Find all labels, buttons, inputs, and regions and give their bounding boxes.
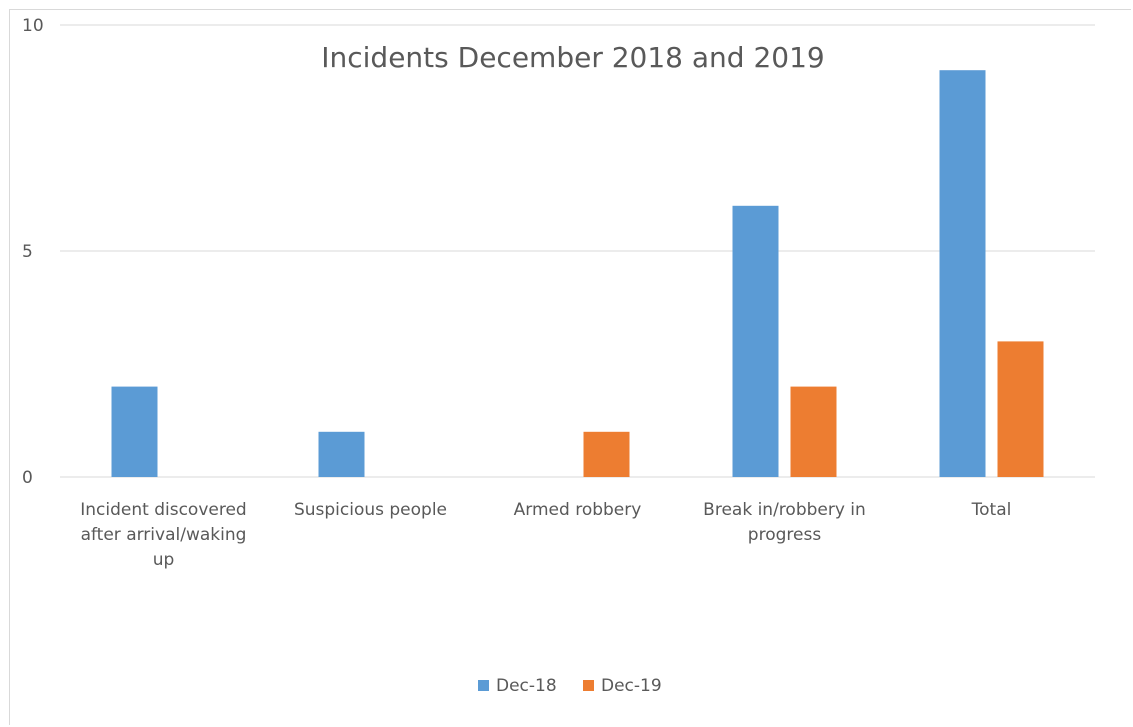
category-label-0: Incident discovered after arrival/waking u… [80,500,246,570]
category-label-3: Break in/robbery in progress [703,500,866,545]
category-label-line: Break in/robbery in [703,500,866,520]
x-axis-categories: Incident discovered after arrival/waking u… [80,500,1011,570]
category-label-line: after arrival/waking [81,525,247,545]
bar-dec-18-cat-1 [318,431,365,477]
y-tick-label-0: 0 [22,468,33,488]
bar-dec-19-cat-2 [583,431,630,477]
legend-swatch-1 [583,680,594,691]
legend-swatch-0 [478,680,489,691]
bar-dec-19-cat-3 [790,386,837,477]
category-label-line: Incident discovered [80,500,246,520]
bar-dec-19-cat-4 [997,341,1044,477]
bar-dec-18-cat-3 [732,205,779,478]
bar-dec-18-cat-4 [939,70,986,477]
category-label-line: up [153,550,175,570]
category-label-line: Armed robbery [514,500,642,520]
category-label-1: Suspicious people [294,500,447,520]
category-label-2: Armed robbery [514,500,642,520]
y-axis-ticks: 0 5 10 [22,16,44,488]
y-tick-label-1: 5 [22,242,33,262]
gridlines [60,24,1095,478]
bars [111,70,1044,478]
category-label-line: progress [748,525,822,545]
legend: Dec-18 Dec-19 [478,676,662,696]
bar-dec-18-cat-0 [111,386,158,477]
chart-frame [9,9,1131,725]
category-label-4: Total [971,500,1012,520]
category-label-line: Suspicious people [294,500,447,520]
chart-title: Incidents December 2018 and 2019 [321,41,824,74]
y-tick-label-2: 10 [22,16,44,36]
legend-label-0: Dec-18 [496,676,557,696]
legend-label-1: Dec-19 [601,676,662,696]
category-label-line: Total [971,500,1012,520]
